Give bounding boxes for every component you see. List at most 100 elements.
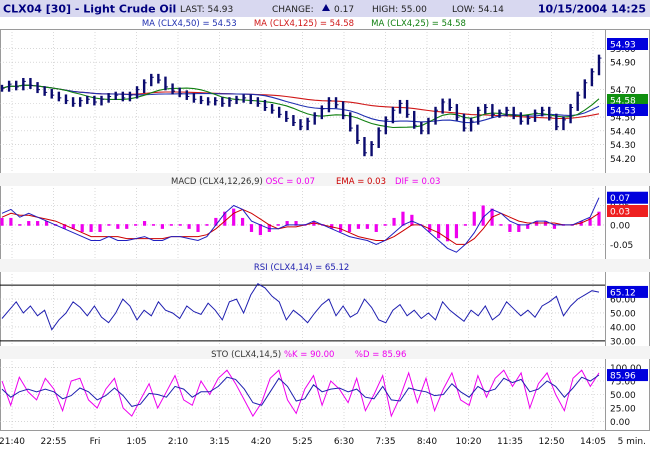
y-tick-label: 54.20 (610, 155, 636, 165)
value-badge-text: 54.58 (610, 97, 636, 107)
osc-bar (258, 224, 263, 236)
rsi-line (1, 283, 600, 331)
value-badge (607, 285, 648, 298)
symbol-title: CLX04 [30] - Light Crude Oil (3, 3, 176, 16)
osc-bar (392, 217, 396, 226)
price-legend-0: MA (CLX4,50) = 54.53 (142, 19, 237, 29)
osc-bar (125, 224, 129, 229)
osc-bar (267, 224, 271, 232)
x-tick-label: 6:30 (334, 437, 354, 447)
y-tick-label: 54.40 (610, 127, 636, 137)
x-tick-label: 8:40 (417, 437, 437, 447)
osc-bar (142, 221, 147, 226)
y-tick-label: 40.00 (610, 323, 636, 333)
x-tick-label: 22:55 (41, 437, 67, 447)
dif-line (1, 197, 600, 253)
osc-bar (410, 214, 414, 226)
low-price: LOW: 54.14 (452, 5, 504, 15)
value-badge-text: 0.03 (610, 208, 630, 218)
value-badge (607, 38, 648, 50)
osc-bar (205, 224, 209, 226)
osc-bar (134, 224, 138, 226)
rsi-legend-fg-0: RSI (CLX4,14) = 65.12 (254, 263, 349, 273)
sto-d-line (1, 374, 600, 407)
osc-bar (338, 224, 343, 232)
osc-bar (214, 217, 218, 226)
y-tick-label: 75.00 (610, 377, 636, 387)
y-tick-label: 54.70 (610, 86, 636, 96)
osc-bar (232, 208, 236, 226)
osc-bar (9, 217, 13, 226)
osc-bar (107, 224, 111, 226)
osc-bar (89, 224, 93, 232)
osc-bar (285, 221, 289, 226)
osc-bar (160, 224, 164, 229)
osc-bar (517, 224, 521, 232)
osc-bar (374, 224, 378, 232)
osc-bar (249, 224, 254, 232)
x-tick-label: 5:25 (292, 437, 312, 447)
value-badge-text: 54.53 (610, 107, 636, 117)
osc-bar (347, 224, 352, 232)
osc-bar (27, 221, 31, 226)
y-tick-label: 0.00 (610, 221, 630, 231)
y-tick-label: 50.00 (610, 391, 636, 401)
price-legend-2: MA (CLX4,25) = 54.58 (371, 19, 466, 29)
osc-bar (178, 224, 182, 226)
osc-bar (428, 224, 432, 232)
macd-legend-fg-0: MACD (CLX4,12,26,9) OSC = 0.07 (171, 177, 315, 187)
osc-bar (508, 224, 512, 232)
change-value: 0.17 (334, 5, 354, 15)
osc-bar (18, 224, 22, 226)
osc-bar (401, 211, 405, 226)
osc-bar (365, 224, 369, 229)
osc-bar (294, 221, 298, 226)
y-tick-label: 50.00 (610, 309, 636, 319)
osc-bar (437, 224, 441, 239)
price-legend-1: MA (CLX4,125) = 54.58 (254, 19, 354, 29)
osc-bar (169, 224, 173, 226)
sto-legend-fg-0: STO (CLX4,14,5) %K = 90.00 (211, 350, 334, 360)
x-tick-label: 10:20 (456, 437, 482, 447)
x-tick-label: 21:40 (0, 437, 25, 447)
last-price: LAST: 54.93 (180, 5, 233, 15)
value-badge (607, 94, 648, 106)
osc-bar (0, 217, 4, 226)
y-tick-label: 60.00 (610, 296, 636, 306)
value-badge-text: 54.93 (610, 41, 636, 51)
osc-bar (454, 224, 459, 239)
macd-legend-fg-2: DIF = 0.03 (395, 177, 440, 187)
osc-bar (472, 211, 476, 226)
value-badge (607, 205, 648, 217)
up-triangle-icon (322, 4, 330, 11)
high-price: HIGH: 55.00 (372, 5, 427, 15)
y-tick-label: -0.05 (610, 241, 633, 251)
value-badge-text: 85.96 (610, 372, 636, 382)
y-tick-label: 100.00 (610, 364, 642, 374)
y-tick-label: 30.00 (610, 337, 636, 347)
x-tick-label: 7:35 (375, 437, 395, 447)
osc-bar (151, 224, 156, 226)
osc-bar (187, 224, 191, 229)
value-badge (607, 369, 648, 382)
x-tick-label: Fri (90, 437, 101, 447)
value-badge-text: 0.07 (610, 194, 630, 204)
x-tick-label: 1:05 (126, 437, 146, 447)
y-tick-label: 25.00 (610, 405, 636, 415)
osc-bar (223, 211, 227, 226)
osc-bar (98, 224, 102, 232)
value-badge-text: 65.12 (610, 288, 636, 298)
osc-bar (445, 224, 450, 242)
osc-bar (240, 217, 245, 226)
sto-k-line (1, 369, 600, 418)
change-label: CHANGE: (272, 5, 314, 15)
ema-line (1, 208, 600, 245)
datetime: 10/15/2004 14:25 (538, 3, 646, 16)
x-tick-label: 4:20 (251, 437, 271, 447)
y-tick-label: 54.30 (610, 141, 636, 151)
x-tick-label: 12:50 (539, 437, 565, 447)
macd-legend-fg-1: EMA = 0.03 (336, 177, 386, 187)
pane-header-2 (0, 346, 650, 359)
